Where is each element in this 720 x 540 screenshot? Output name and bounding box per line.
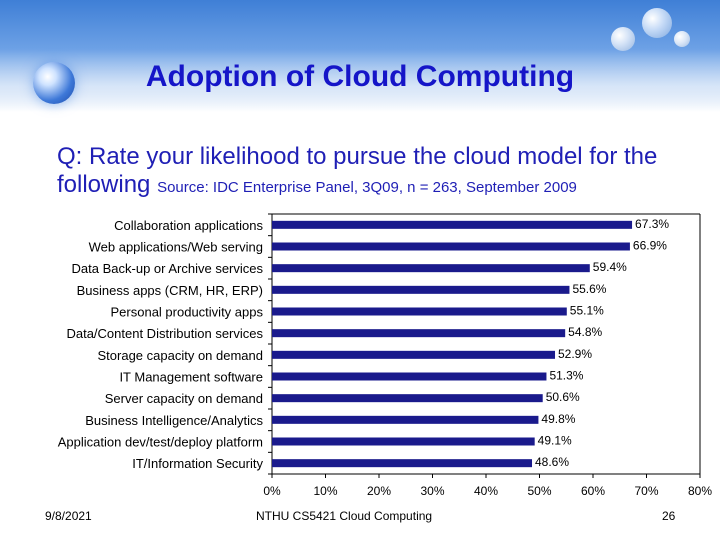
survey-question: Q: Rate your likelihood to pursue the cl… (57, 143, 707, 202)
decorative-orb-icon (674, 31, 690, 47)
bar (272, 394, 543, 403)
bar (272, 372, 547, 381)
bar (272, 437, 535, 446)
source-note: Source: IDC Enterprise Panel, 3Q09, n = … (157, 179, 577, 196)
bar (272, 264, 590, 273)
x-tick-label: 10% (313, 484, 337, 498)
category-label: Web applications/Web serving (89, 240, 263, 255)
category-label: Data/Content Distribution services (66, 326, 263, 341)
category-label: Collaboration applications (114, 218, 263, 233)
x-tick-label: 50% (527, 484, 551, 498)
data-label: 50.6% (546, 390, 580, 404)
category-label: Business Intelligence/Analytics (85, 413, 263, 428)
bar (272, 242, 630, 251)
x-tick-label: 0% (263, 484, 281, 498)
category-label: Business apps (CRM, HR, ERP) (77, 283, 263, 298)
data-label: 52.9% (558, 347, 592, 361)
bar (272, 285, 570, 294)
data-label: 67.3% (635, 217, 669, 231)
category-label: Server capacity on demand (105, 391, 263, 406)
category-label: Personal productivity apps (111, 305, 264, 320)
x-tick-label: 20% (367, 484, 391, 498)
x-tick-label: 30% (420, 484, 444, 498)
bar (272, 307, 567, 316)
category-label: Application dev/test/deploy platform (58, 435, 263, 450)
category-label: IT Management software (119, 370, 263, 385)
x-tick-label: 80% (688, 484, 712, 498)
banner-glow (0, 48, 720, 112)
decorative-orb-icon (33, 62, 75, 104)
page-number: 26 (662, 509, 676, 523)
category-label: Storage capacity on demand (98, 348, 264, 363)
bar (272, 415, 539, 424)
decorative-orb-icon (642, 8, 672, 38)
x-tick-label: 60% (581, 484, 605, 498)
data-label: 66.9% (633, 239, 667, 253)
bar (272, 220, 633, 229)
bar (272, 329, 566, 338)
footer-course: NTHU CS5421 Cloud Computing (256, 509, 433, 523)
x-tick-label: 70% (634, 484, 658, 498)
data-label: 49.1% (538, 434, 572, 448)
data-label: 59.4% (593, 260, 627, 274)
data-label: 49.8% (541, 412, 575, 426)
data-label: 48.6% (535, 455, 569, 469)
footer-date: 9/8/2021 (45, 509, 92, 523)
decorative-orb-icon (611, 27, 635, 51)
data-label: 55.1% (570, 304, 604, 318)
category-label: IT/Information Security (132, 456, 263, 471)
bar (272, 350, 556, 359)
data-label: 51.3% (549, 369, 583, 383)
bar (272, 459, 533, 468)
data-label: 54.8% (568, 325, 602, 339)
slide-title: Adoption of Cloud Computing (145, 60, 575, 93)
question-text: Q: Rate your likelihood to pursue the cl… (57, 143, 658, 198)
category-label: Data Back-up or Archive services (72, 261, 264, 276)
x-tick-label: 40% (474, 484, 498, 498)
title-banner (0, 0, 720, 112)
data-label: 55.6% (572, 282, 606, 296)
